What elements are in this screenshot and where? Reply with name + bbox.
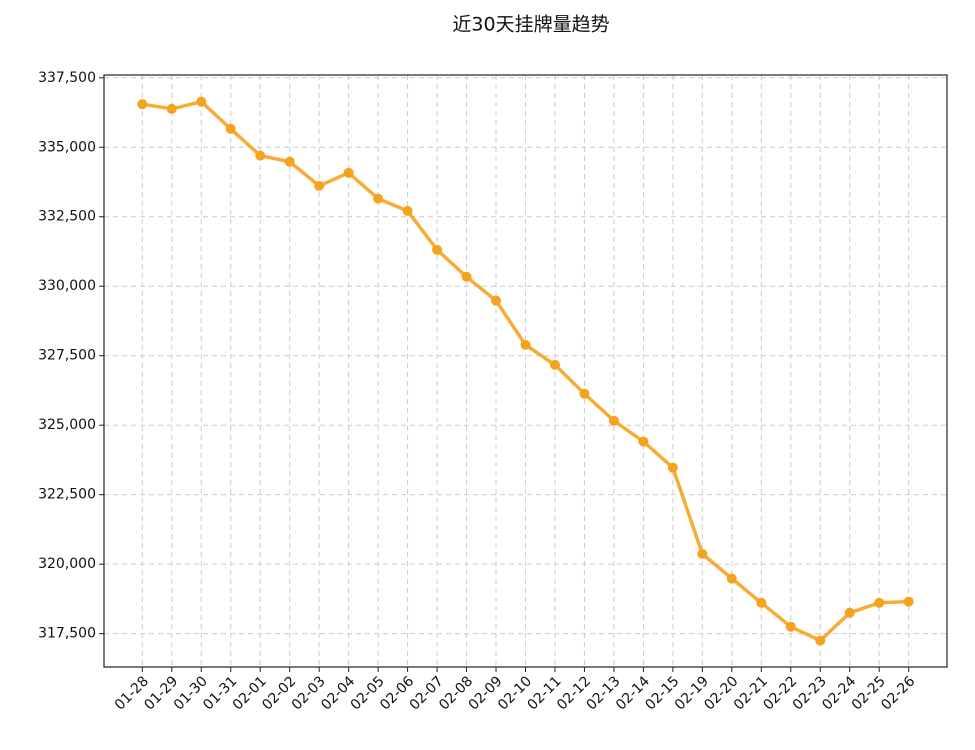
point: [255, 150, 266, 161]
point: [343, 167, 354, 178]
y-tick-label: 325,000: [38, 417, 96, 433]
point: [137, 99, 148, 110]
y-tick-label: 322,500: [38, 487, 96, 503]
point: [491, 295, 502, 306]
y-tick-label: 337,500: [38, 70, 96, 86]
point: [284, 156, 295, 167]
point: [549, 359, 560, 370]
line: [142, 99, 909, 643]
point: [608, 415, 619, 426]
point: [844, 607, 855, 618]
point: [225, 123, 236, 134]
point: [402, 205, 413, 216]
chart-title: 近30天挂牌量趋势: [452, 14, 609, 36]
point: [166, 103, 177, 114]
y-tick-label: 330,000: [38, 278, 96, 294]
point: [756, 597, 767, 608]
point: [579, 388, 590, 399]
point: [874, 597, 885, 608]
plot-frame: [103, 74, 948, 668]
x-tick-label: 02-26: [878, 673, 918, 713]
point: [697, 548, 708, 559]
point: [815, 635, 826, 646]
point: [638, 436, 649, 447]
point: [461, 271, 472, 282]
y-tick-label: 335,000: [38, 139, 96, 155]
point: [196, 96, 207, 107]
point: [785, 621, 796, 632]
point: [903, 596, 914, 607]
point: [667, 462, 678, 473]
point: [373, 193, 384, 204]
point: [432, 244, 443, 255]
point: [314, 180, 325, 191]
point: [520, 339, 531, 350]
y-tick-label: 332,500: [38, 209, 96, 225]
y-tick-label: 317,500: [38, 626, 96, 642]
y-tick-label: 327,500: [38, 348, 96, 364]
y-tick-label: 320,000: [38, 556, 96, 572]
point: [726, 573, 737, 584]
